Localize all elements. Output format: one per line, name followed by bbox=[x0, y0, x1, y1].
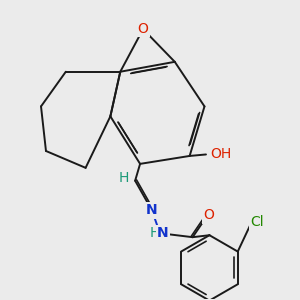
Text: Cl: Cl bbox=[250, 215, 264, 229]
Text: H: H bbox=[149, 226, 160, 240]
Text: O: O bbox=[203, 208, 214, 222]
Text: H: H bbox=[119, 171, 129, 185]
Text: N: N bbox=[157, 226, 169, 240]
Text: OH: OH bbox=[210, 148, 232, 161]
Text: N: N bbox=[146, 203, 158, 218]
Text: O: O bbox=[138, 22, 148, 36]
